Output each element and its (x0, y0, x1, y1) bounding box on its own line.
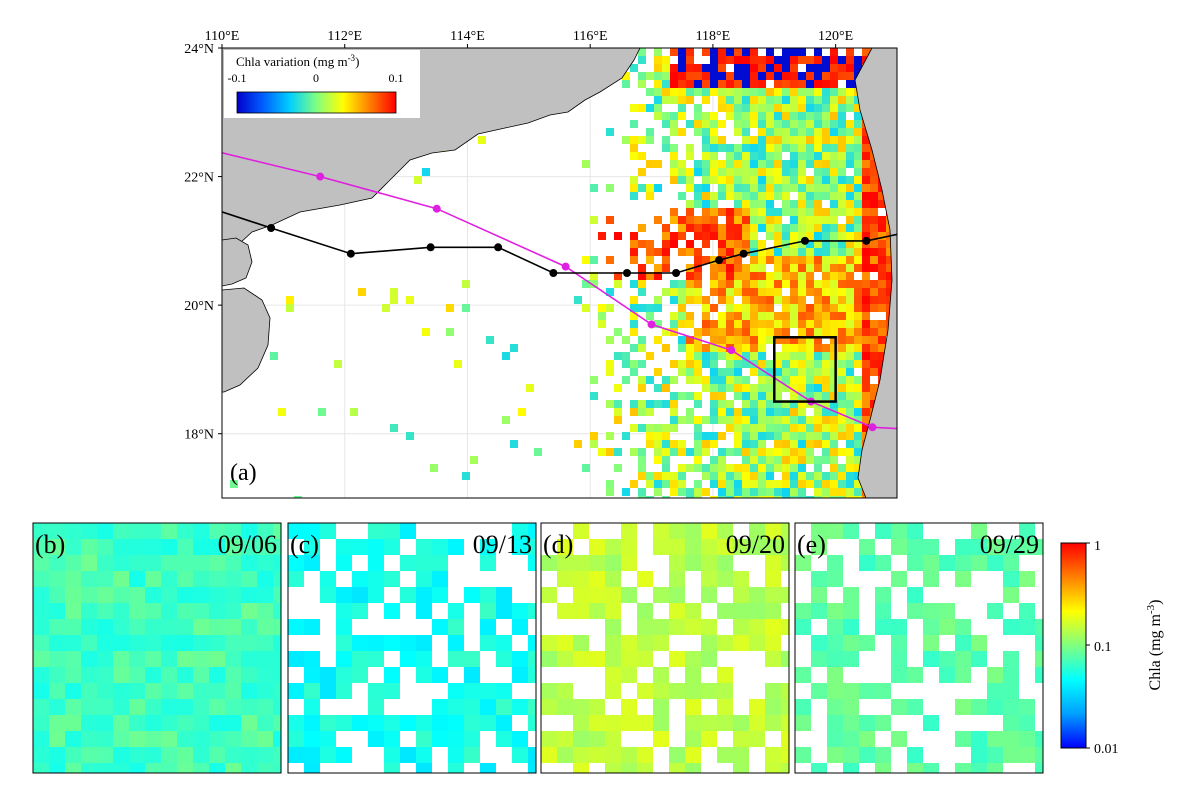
track-point (727, 346, 736, 355)
track-point (672, 269, 681, 277)
track-point (715, 256, 724, 265)
panel-label: (b) (35, 530, 65, 559)
panel-e: (e) 09/29 (794, 522, 1044, 774)
land-hainan-island (222, 287, 271, 393)
time-series-panels: (b) 09/06 (c) 09/13 (d) 09/20 (e) 09/29 (32, 522, 1044, 774)
colorbar-tick-1: 1 (1094, 539, 1101, 554)
lat-tick-label: 24°N (184, 42, 214, 57)
map-frame (221, 47, 898, 499)
inset-colorbar-title: Chla variation (mg m-3) (236, 53, 359, 69)
panel-frame (540, 522, 790, 774)
lon-tick-label: 116°E (573, 29, 608, 44)
lat-tick-label: 20°N (184, 299, 214, 314)
longitude-tick-labels: 110°E 112°E 114°E 116°E 118°E 120°E (205, 29, 853, 48)
latitude-tick-labels: 24°N 22°N 20°N 18°N (184, 42, 222, 443)
land-leizhou-peninsula (222, 237, 253, 287)
colorbar-tick-0-01: 0.01 (1094, 742, 1119, 757)
panel-b: (b) 09/06 (32, 522, 282, 774)
inset-colorbar: Chla variation (mg m-3) -0.1 0 0.1 (224, 50, 420, 118)
land-taiwan-island (854, 48, 897, 498)
track-point (739, 249, 748, 258)
track-point (316, 172, 325, 181)
track-point (346, 249, 355, 258)
lat-tick-label: 22°N (184, 171, 214, 186)
track-point (862, 236, 871, 245)
lon-tick-label: 118°E (696, 29, 731, 44)
panel-date: 09/13 (473, 530, 532, 559)
track-point (494, 243, 503, 252)
lon-tick-label: 114°E (450, 29, 485, 44)
colorbar-tick-0-1: 0.1 (1094, 640, 1112, 655)
chla-colorbar: 1 0.1 0.01 Chla (mg m-3) (1060, 539, 1164, 757)
typhoon-tracks (222, 152, 897, 432)
panel-label: (d) (543, 530, 573, 559)
chla-colorbar-bar (1060, 542, 1087, 749)
colorbar-label: Chla (mg m-3) (1145, 600, 1164, 691)
inset-colorbar-tick-max: 0.1 (389, 71, 404, 85)
inset-colorbar-tick-min: -0.1 (228, 71, 247, 85)
study-area-box (773, 336, 837, 403)
panel-label: (c) (290, 530, 319, 559)
panel-frame (794, 522, 1044, 774)
lon-tick-label: 112°E (327, 29, 362, 44)
track-point (267, 224, 276, 232)
panel-label: (e) (797, 530, 826, 559)
panel-c: (c) 09/13 (287, 522, 537, 774)
track-point (549, 269, 558, 277)
lon-tick-label: 120°E (818, 29, 853, 44)
track-point (623, 269, 631, 277)
panel-frame (287, 522, 537, 774)
track-point (432, 204, 441, 213)
panel-date: 09/29 (980, 530, 1039, 559)
track-point (800, 236, 809, 245)
track-point (868, 423, 877, 432)
track-point (647, 320, 656, 329)
panel-date: 09/20 (726, 530, 785, 559)
track-point (561, 262, 570, 271)
lon-tick-label: 110°E (205, 29, 240, 44)
inset-colorbar-tick-mid: 0 (313, 71, 319, 85)
panel-frame (32, 522, 282, 774)
panel-d: (d) 09/20 (540, 522, 790, 774)
panel-label-a: (a) (230, 460, 257, 486)
track-point (426, 243, 435, 252)
panel-date: 09/06 (218, 530, 277, 559)
main-map: 110°E 112°E 114°E 116°E 118°E 120°E 24°N22°N2… (184, 29, 898, 499)
lat-tick-label: 18°N (184, 428, 214, 443)
chla-variation-pixels (230, 48, 897, 498)
inset-colorbar-bar (236, 91, 397, 114)
